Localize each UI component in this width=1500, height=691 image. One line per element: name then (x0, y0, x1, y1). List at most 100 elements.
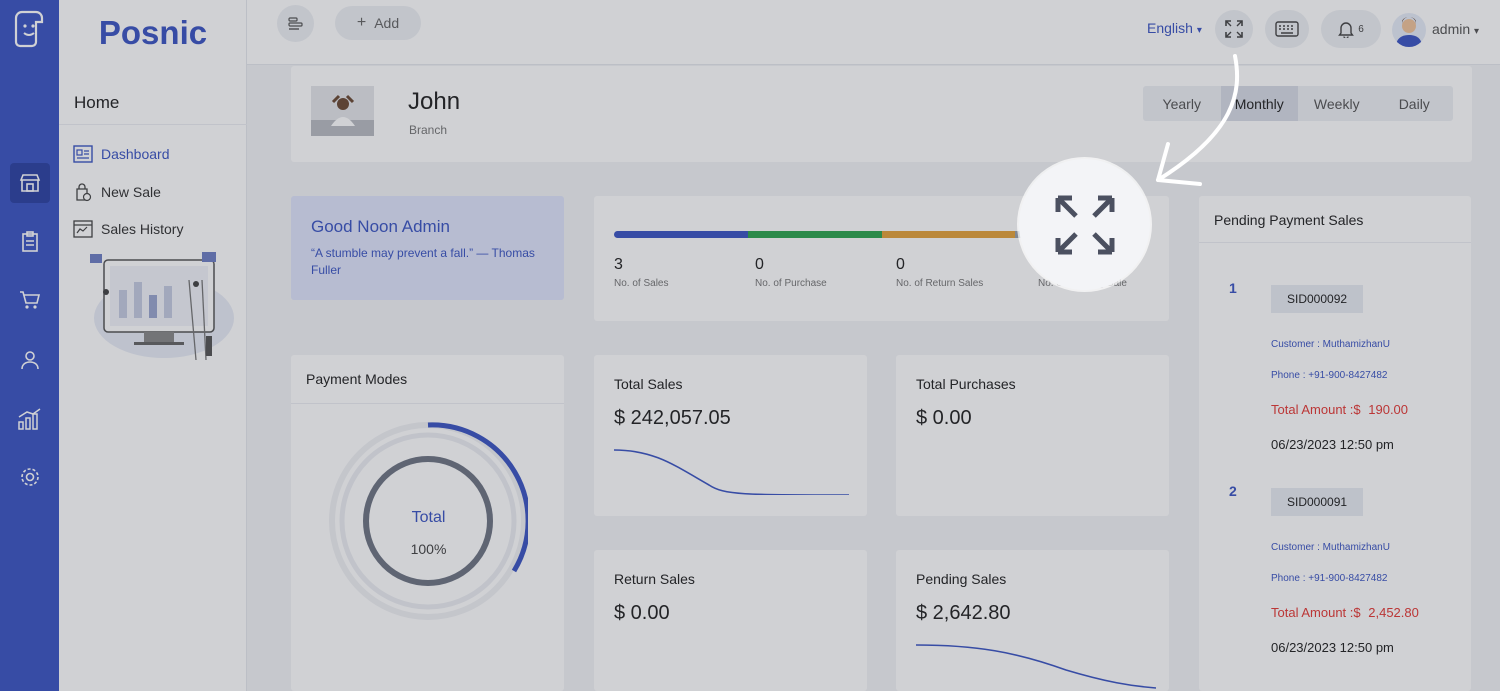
sale-date: 06/23/2023 12:50 pm (1271, 437, 1394, 452)
stat-value: 0 (755, 256, 764, 273)
sale-date: 06/23/2023 12:50 pm (1271, 640, 1394, 655)
language-selector[interactable]: English ▾ (1147, 20, 1202, 36)
return-sales-value: $ 0.00 (614, 602, 670, 624)
divider (59, 124, 247, 125)
sidebar-item-label: Sales History (101, 221, 184, 237)
dashboard-illustration (90, 252, 234, 361)
item-index: 1 (1229, 280, 1237, 296)
progress-segment-return (881, 231, 1016, 238)
profile-card: John Branch Yearly Monthly Weekly Daily (291, 66, 1472, 162)
pointer-arrow-icon (1156, 54, 1240, 186)
user-menu[interactable]: admin ▾ (1432, 21, 1479, 37)
dashboard-icon (73, 145, 93, 163)
sale-id-button[interactable]: SID000092 (1271, 285, 1364, 313)
pending-sales-sparkline (916, 644, 1156, 689)
greeting-title: Good Noon Admin (311, 217, 450, 236)
phone-text: Phone : +91-900-8427482 (1271, 573, 1388, 584)
payment-modes-title: Payment Modes (306, 371, 408, 387)
pending-payment-sales-title: Pending Payment Sales (1214, 212, 1364, 228)
stat-value: 3 (614, 256, 623, 273)
stat-label: No. of Purchase (755, 278, 827, 289)
donut-center-value: 100% (410, 541, 447, 557)
notifications-button[interactable]: 6 (1321, 10, 1381, 48)
align-left-icon (287, 16, 303, 30)
total-sales-card: Total Sales $ 242,057.05 (594, 355, 867, 516)
fullscreen-button[interactable] (1215, 10, 1253, 48)
customer-text: Customer : MuthamizhanU (1271, 542, 1390, 553)
stat-return-sales: 0 No. of Return Sales (896, 256, 983, 289)
sale-id-button[interactable]: SID000091 (1271, 488, 1364, 516)
user-name: admin (1432, 21, 1471, 37)
sidebar-item-new-sale[interactable]: New Sale (73, 182, 161, 202)
profile-role: Branch (409, 123, 448, 137)
sidebar-item-label: Dashboard (101, 146, 170, 162)
tab-yearly[interactable]: Yearly (1162, 95, 1201, 112)
store-icon[interactable] (10, 163, 50, 203)
total-purchases-title: Total Purchases (916, 376, 1016, 392)
item-index: 2 (1229, 483, 1237, 499)
tab-daily[interactable]: Daily (1398, 95, 1430, 112)
fullscreen-highlight[interactable] (1019, 159, 1150, 290)
amount-value: 2,452.80 (1368, 605, 1419, 620)
language-label: English (1147, 20, 1193, 36)
add-button[interactable]: + Add (335, 6, 421, 40)
cart-icon[interactable] (10, 280, 50, 320)
expand-icon (1225, 20, 1243, 38)
divider (1199, 242, 1471, 243)
keyboard-button[interactable] (1265, 10, 1309, 48)
top-bar: + Add English ▾ 6 admin ▾ (247, 0, 1500, 65)
notification-count: 6 (1358, 23, 1364, 35)
pending-sales-title: Pending Sales (916, 571, 1007, 587)
app-logo-icon[interactable] (8, 8, 50, 50)
add-button-label: Add (374, 15, 400, 31)
tab-weekly[interactable]: Weekly (1313, 95, 1360, 112)
clipboard-icon[interactable] (10, 222, 50, 262)
settings-icon[interactable] (10, 457, 50, 497)
stat-value: 0 (896, 256, 905, 273)
profile-name: John (408, 88, 461, 115)
progress-segment-purchase (747, 231, 882, 238)
pending-sales-card: Pending Sales $ 2,642.80 (896, 550, 1169, 691)
chevron-down-icon: ▾ (1474, 26, 1480, 37)
pending-payment-sales-card: Pending Payment Sales 1 SID000092 Custom… (1199, 196, 1471, 691)
total-sales-title: Total Sales (614, 376, 683, 392)
payment-modes-donut (329, 422, 528, 620)
sidebar-item-sales-history[interactable]: Sales History (73, 220, 183, 238)
stat-label: No. of Sales (614, 278, 669, 289)
keyboard-icon (1275, 21, 1299, 37)
stat-sales: 3 No. of Sales (614, 256, 668, 289)
reports-icon[interactable] (10, 399, 50, 439)
divider (291, 403, 564, 404)
expand-icon (1055, 195, 1114, 254)
total-amount: Total Amount :$ 190.00 (1271, 402, 1408, 417)
customer-text: Customer : MuthamizhanU (1271, 339, 1390, 350)
pending-sales-value: $ 2,642.80 (916, 602, 1011, 624)
sidebar-item-dashboard[interactable]: Dashboard (73, 145, 170, 163)
return-sales-card: Return Sales $ 0.00 (594, 550, 867, 691)
total-amount: Total Amount :$ 2,452.80 (1271, 605, 1419, 620)
amount-label: Total Amount :$ (1271, 402, 1361, 417)
user-icon[interactable] (10, 340, 50, 380)
shopping-bag-icon (76, 183, 92, 202)
avatar[interactable] (1392, 13, 1426, 47)
payment-modes-card: Payment Modes Total 100% (291, 355, 564, 691)
sidebar-item-label: New Sale (101, 184, 161, 200)
period-selector: Yearly Monthly Weekly Daily (1143, 86, 1453, 121)
return-sales-title: Return Sales (614, 571, 695, 587)
donut-center-label: Total (411, 509, 446, 526)
sidebar: Posnic Home Dashboard New Sale Sales His… (59, 0, 247, 691)
sidebar-section-title: Home (74, 93, 120, 112)
amount-label: Total Amount :$ (1271, 605, 1361, 620)
chevron-down-icon: ▾ (1196, 25, 1202, 36)
total-purchases-card: Total Purchases $ 0.00 (896, 355, 1169, 516)
bell-icon (1338, 22, 1355, 38)
total-sales-value: $ 242,057.05 (614, 407, 731, 429)
icon-rail (0, 0, 59, 691)
total-purchases-value: $ 0.00 (916, 407, 972, 429)
progress-segment-sales (614, 231, 748, 238)
menu-toggle-button[interactable] (277, 5, 314, 42)
amount-value: 190.00 (1368, 402, 1409, 417)
greeting-card: Good Noon Admin “A stumble may prevent a… (291, 196, 564, 300)
stat-purchase: 0 No. of Purchase (755, 256, 827, 289)
brand-name: Posnic (98, 13, 208, 51)
